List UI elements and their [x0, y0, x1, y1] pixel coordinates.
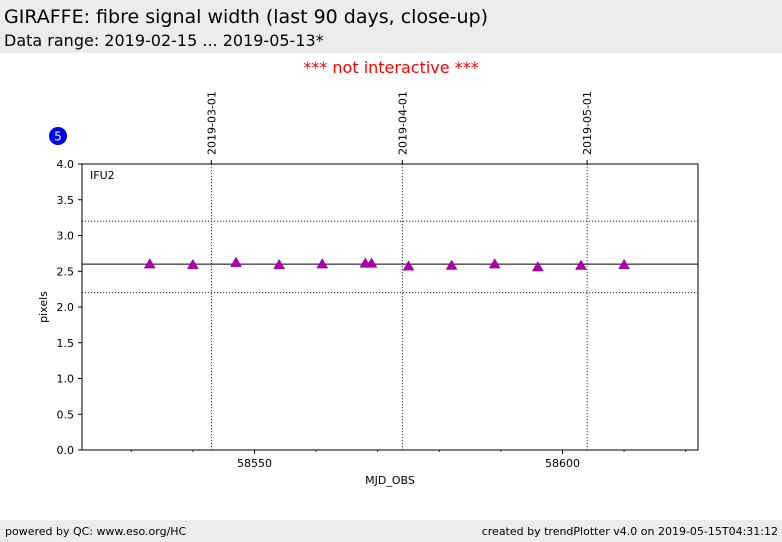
panel-label: IFU2 [90, 169, 115, 182]
y-tick-label: 3.0 [57, 230, 75, 243]
date-label: 2019-03-01 [205, 91, 218, 155]
not-interactive-notice: *** not interactive *** [303, 58, 479, 77]
header-bar: GIRAFFE: fibre signal width (last 90 day… [0, 0, 782, 53]
data-point [402, 260, 415, 271]
date-label: 2019-05-01 [581, 91, 594, 155]
x-tick-label: 58600 [545, 457, 580, 470]
y-tick-label: 2.0 [57, 301, 75, 314]
badge-circle [49, 127, 67, 145]
date-label: 2019-04-01 [396, 91, 409, 155]
x-tick-label: 58550 [237, 457, 272, 470]
data-point [488, 258, 501, 269]
y-tick-label: 2.5 [57, 265, 75, 278]
data-point [575, 259, 587, 270]
footer-powered-by: powered by QC: www.eso.org/HC [5, 525, 187, 538]
data-point [230, 256, 242, 267]
data-point [618, 258, 631, 270]
data-point [316, 258, 329, 269]
data-point [445, 259, 458, 270]
y-tick-label: 1.5 [57, 337, 75, 350]
footer-bar: powered by QC: www.eso.org/HC created by… [0, 520, 782, 542]
data-point [273, 258, 286, 270]
y-tick-label: 1.0 [57, 373, 75, 386]
y-tick-label: 3.5 [57, 194, 75, 207]
data-point [143, 258, 156, 269]
x-axis-label: MJD_OBS [365, 474, 415, 487]
y-tick-label: 0.0 [57, 444, 75, 457]
data-range-subtitle: Data range: 2019-02-15 ... 2019-05-13* [4, 31, 324, 50]
plot-frame [81, 163, 699, 451]
badge-number: 5 [54, 130, 62, 144]
data-point [186, 258, 199, 270]
y-axis-label: pixels [37, 291, 50, 323]
data-point [365, 257, 378, 268]
data-point [531, 260, 544, 272]
y-tick-label: 0.5 [57, 408, 75, 421]
y-tick-label: 4.0 [57, 158, 75, 171]
footer-created-by: created by trendPlotter v4.0 on 2019-05-… [481, 525, 778, 538]
page-title: GIRAFFE: fibre signal width (last 90 day… [4, 6, 489, 28]
